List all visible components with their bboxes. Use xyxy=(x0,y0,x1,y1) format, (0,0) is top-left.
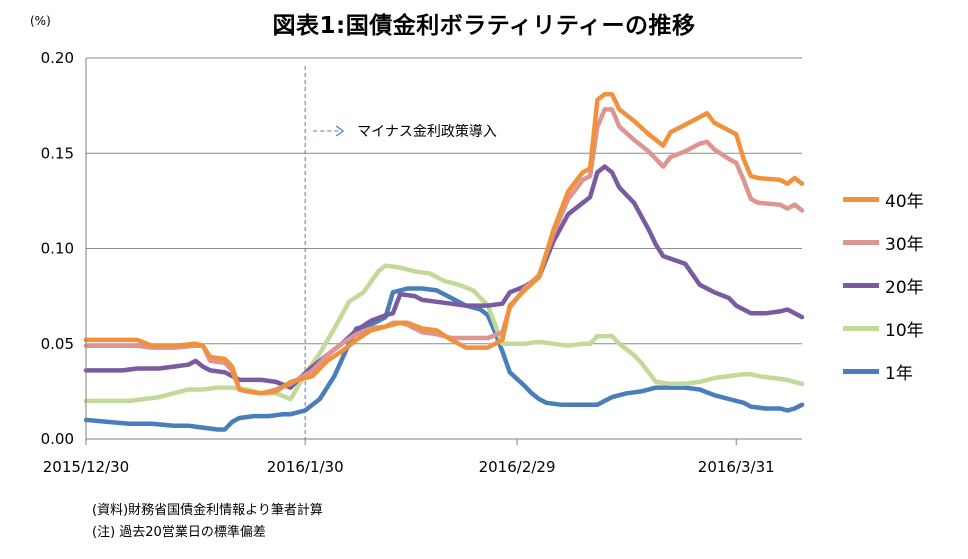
x-tick-label: 2016/2/29 xyxy=(479,458,556,476)
legend-item: 40年 xyxy=(843,178,924,221)
policy-marker: マイナス金利政策導入 xyxy=(304,66,497,439)
legend-swatch xyxy=(843,283,879,288)
legend-swatch xyxy=(843,197,879,202)
chart-title: 図表1:国債金利ボラティリティーの推移 xyxy=(272,13,696,39)
legend-swatch xyxy=(843,369,879,374)
y-axis-unit: (%) xyxy=(30,14,51,28)
source-note: (資料)財務省国債金利情報より筆者計算 xyxy=(92,503,323,518)
legend-label: 20年 xyxy=(885,278,924,298)
series-line-30年 xyxy=(83,107,805,396)
legend-item: 1年 xyxy=(843,350,924,393)
legend-swatch xyxy=(843,240,879,245)
legend-item: 20年 xyxy=(843,264,924,307)
series-lines xyxy=(83,91,805,432)
notes: (資料)財務省国債金利情報より筆者計算 (注) 過去20営業日の標準偏差 xyxy=(92,500,323,544)
series-line-20年 xyxy=(83,164,805,390)
gridlines xyxy=(86,57,802,345)
policy-arrow-head xyxy=(335,125,345,137)
legend-label: 10年 xyxy=(885,321,924,341)
x-tick-label: 2015/12/30 xyxy=(43,458,129,476)
legend-swatch xyxy=(843,326,879,331)
legend-item: 10年 xyxy=(843,307,924,350)
definition-note: (注) 過去20営業日の標準偏差 xyxy=(92,525,266,540)
legend-item: 30年 xyxy=(843,221,924,264)
legend-label: 1年 xyxy=(885,364,913,384)
y-tick-label: 0.10 xyxy=(41,240,74,258)
legend: 40年 30年 20年 10年 1年 xyxy=(843,178,924,393)
y-tick-label: 0.20 xyxy=(41,49,74,67)
legend-label: 30年 xyxy=(885,235,924,255)
x-tick-label: 2016/3/31 xyxy=(698,458,775,476)
series-line-40年 xyxy=(83,91,805,396)
y-tick-label: 0.00 xyxy=(41,430,74,448)
legend-label: 40年 xyxy=(885,192,924,212)
policy-annotation: マイナス金利政策導入 xyxy=(357,123,497,140)
y-tick-label: 0.05 xyxy=(41,335,74,353)
axes: 0.00 0.05 0.10 0.15 0.20 2015/12/30 2016/1/30 2… xyxy=(41,49,802,476)
series-line-1年 xyxy=(83,286,805,432)
y-tick-label: 0.15 xyxy=(41,144,74,162)
line-chart: マイナス金利政策導入 0.00 0.05 0.10 0.15 0.20 2015/12/3… xyxy=(41,49,805,476)
x-tick-label: 2016/1/30 xyxy=(267,458,344,476)
